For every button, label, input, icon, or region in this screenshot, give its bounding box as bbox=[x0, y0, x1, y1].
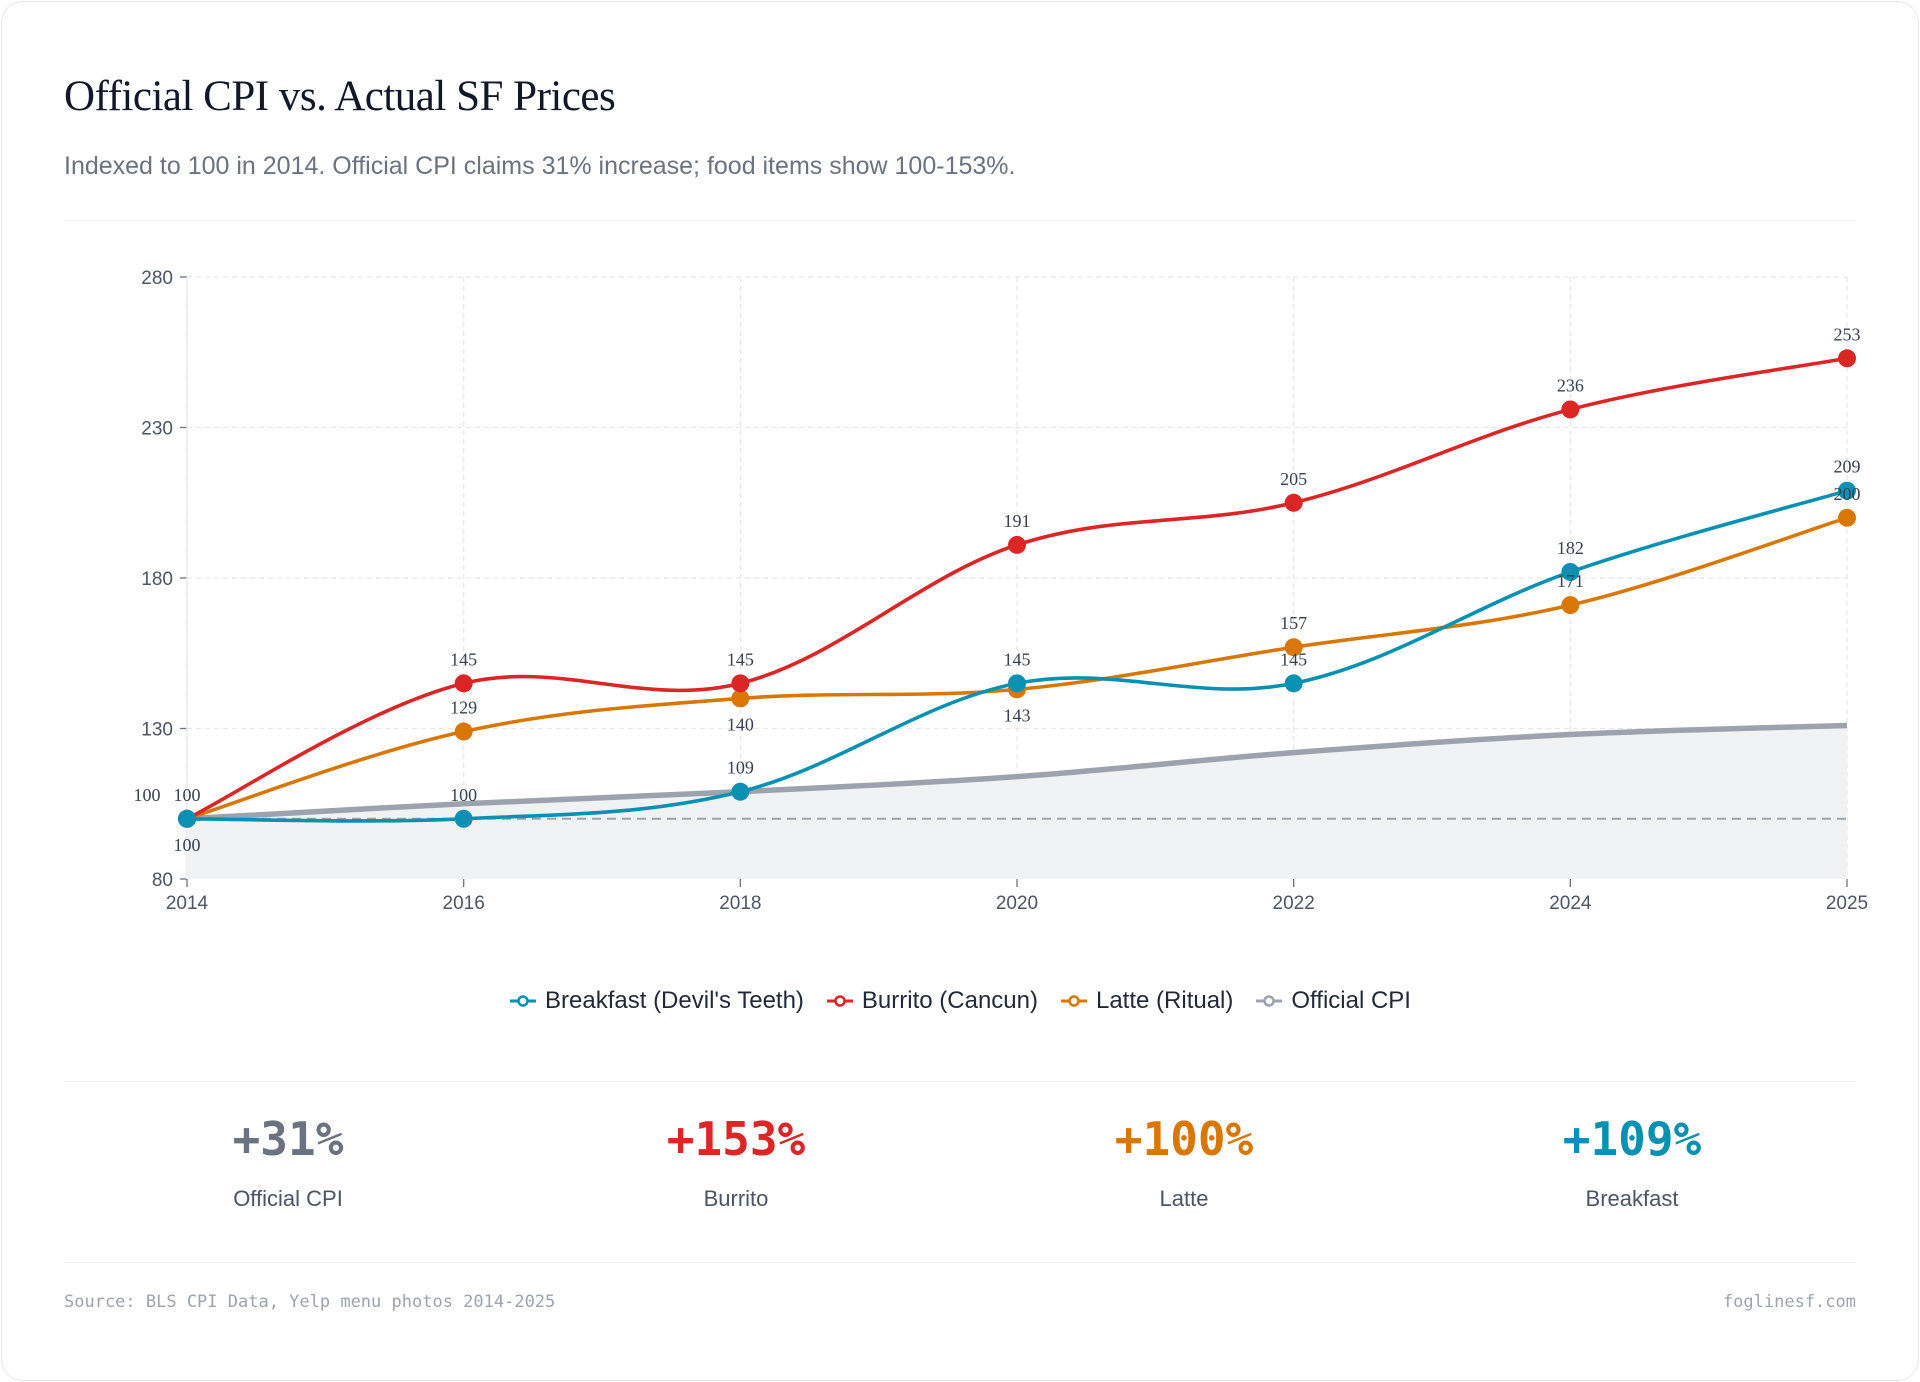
divider bbox=[64, 1262, 1856, 1263]
data-label: 182 bbox=[1557, 538, 1584, 558]
line-chart[interactable]: 80 130 180 230 280 2014 2016 2018 2020 2022 2024 20… bbox=[0, 230, 1920, 930]
data-point bbox=[1838, 349, 1856, 368]
legend-label: Latte (Ritual) bbox=[1095, 987, 1234, 1014]
data-label: 129 bbox=[450, 698, 477, 718]
data-point bbox=[178, 809, 196, 828]
page-title: Official CPI vs. Actual SF Prices bbox=[64, 73, 616, 120]
data-label: 145 bbox=[727, 649, 754, 669]
stat-label: Burrito bbox=[703, 1186, 769, 1211]
data-label: 209 bbox=[1834, 457, 1861, 477]
x-tick-label: 2014 bbox=[166, 893, 209, 914]
divider bbox=[64, 1081, 1856, 1082]
data-point bbox=[1284, 493, 1303, 512]
legend-line-marker-icon bbox=[510, 995, 537, 1007]
y-tick-label: 80 bbox=[152, 870, 173, 891]
data-label: 145 bbox=[450, 649, 477, 669]
data-label: 100 bbox=[450, 785, 477, 805]
x-tick-label: 2018 bbox=[719, 893, 761, 914]
data-point bbox=[1838, 481, 1856, 500]
data-point bbox=[454, 722, 473, 741]
legend-item[interactable]: Breakfast (Devil's Teeth) bbox=[509, 987, 804, 1015]
y-tick-label: 280 bbox=[141, 268, 173, 289]
cpi-area-fill bbox=[187, 725, 1847, 879]
data-label: 100 bbox=[174, 835, 201, 855]
data-label: 109 bbox=[727, 758, 754, 778]
legend-line-marker-icon bbox=[1256, 995, 1283, 1007]
legend-line-marker-icon bbox=[826, 995, 853, 1007]
legend-label: Breakfast (Devil's Teeth) bbox=[545, 987, 804, 1014]
legend-line-marker-icon bbox=[1060, 995, 1087, 1007]
cpi-line bbox=[186, 722, 1848, 822]
y-tick-label: 130 bbox=[141, 720, 173, 741]
data-point bbox=[454, 809, 473, 828]
data-point bbox=[1284, 638, 1303, 657]
source-note: Source: BLS CPI Data, Yelp menu photos 2… bbox=[64, 1292, 556, 1312]
data-labels: 100 100 100 145 129 100 145 140 109 191 145 143 205 1… bbox=[134, 324, 1861, 855]
data-label: 200 bbox=[1834, 484, 1861, 504]
site-link[interactable]: foglinesf.com bbox=[1722, 1292, 1856, 1312]
stat-label: Official CPI bbox=[233, 1186, 343, 1211]
page-subtitle: Indexed to 100 in 2014. Official CPI cla… bbox=[64, 152, 1016, 180]
y-tick-label: 230 bbox=[141, 419, 173, 440]
data-label: 253 bbox=[1834, 324, 1861, 344]
data-label: 140 bbox=[727, 714, 754, 734]
x-tick-label: 2020 bbox=[996, 893, 1038, 914]
data-label: 205 bbox=[1280, 469, 1307, 489]
data-point bbox=[1561, 400, 1580, 419]
data-point bbox=[731, 782, 750, 801]
data-point bbox=[1561, 562, 1580, 581]
data-label: 100 bbox=[174, 785, 201, 805]
data-point bbox=[731, 674, 750, 693]
x-tick-label: 2016 bbox=[443, 893, 485, 914]
stat-label: Breakfast bbox=[1585, 1186, 1679, 1211]
data-label: 157 bbox=[1280, 613, 1307, 633]
x-tick-label: 2022 bbox=[1273, 893, 1315, 914]
data-point bbox=[1008, 535, 1026, 554]
chart-legend: Breakfast (Devil's Teeth) Burrito (Cancun… bbox=[0, 987, 1920, 1015]
data-point bbox=[731, 689, 750, 708]
data-label: 145 bbox=[1280, 649, 1307, 669]
legend-label: Official CPI bbox=[1291, 987, 1411, 1014]
series-breakfast-devil-s-teeth bbox=[178, 481, 1856, 828]
legend-item[interactable]: Official CPI bbox=[1255, 987, 1411, 1015]
data-label: 143 bbox=[1004, 705, 1031, 725]
y-tick-label: 180 bbox=[141, 569, 173, 590]
data-point bbox=[454, 674, 473, 693]
legend-item[interactable]: Burrito (Cancun) bbox=[826, 987, 1038, 1015]
x-tick-label: 2025 bbox=[1826, 893, 1868, 914]
data-point bbox=[1008, 674, 1026, 693]
data-label: 191 bbox=[1004, 511, 1031, 531]
stat-value: +109% bbox=[1562, 1112, 1702, 1166]
stat-value: +31% bbox=[232, 1112, 344, 1166]
data-point bbox=[1561, 596, 1580, 615]
divider bbox=[64, 220, 1856, 221]
data-label: 100 bbox=[134, 785, 161, 805]
stat-burrito: +153% Burrito bbox=[512, 1112, 960, 1212]
stat-latte: +100% Latte bbox=[960, 1112, 1408, 1212]
stat-label: Latte bbox=[1159, 1186, 1209, 1211]
stats-row: +31% Official CPI +153% Burrito +100% La… bbox=[64, 1112, 1856, 1212]
data-point bbox=[1284, 674, 1303, 693]
stat-breakfast: +109% Breakfast bbox=[1408, 1112, 1856, 1212]
stat-value: +153% bbox=[666, 1112, 806, 1166]
stat-official-cpi: +31% Official CPI bbox=[64, 1112, 512, 1212]
footer: Source: BLS CPI Data, Yelp menu photos 2… bbox=[64, 1292, 1856, 1312]
data-label: 236 bbox=[1557, 375, 1584, 395]
stat-value: +100% bbox=[1114, 1112, 1254, 1166]
data-label: 171 bbox=[1557, 571, 1584, 591]
legend-label: Burrito (Cancun) bbox=[861, 987, 1038, 1014]
legend-item[interactable]: Latte (Ritual) bbox=[1060, 987, 1233, 1015]
data-label: 145 bbox=[1004, 649, 1031, 669]
x-tick-label: 2024 bbox=[1549, 893, 1592, 914]
data-point bbox=[1838, 508, 1856, 527]
